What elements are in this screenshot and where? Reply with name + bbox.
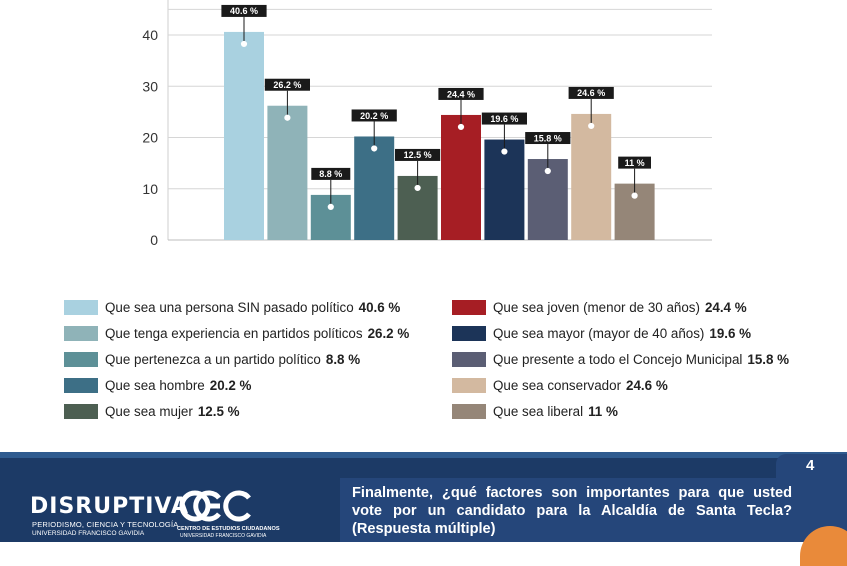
legend-swatch (64, 351, 98, 367)
data-label-box (525, 132, 571, 145)
legend-label: Que tenga experiencia en partidos políti… (105, 325, 410, 341)
data-point-marker (414, 184, 421, 192)
data-label-box (481, 112, 527, 125)
data-label-box (568, 86, 614, 99)
page-number-tab (776, 454, 847, 478)
legend-item: Que presente a todo el Concejo Municipal… (452, 346, 789, 372)
legend-item: Que pertenezca a un partido político 8.8 … (64, 346, 409, 372)
bar (354, 136, 395, 240)
legend-swatch (452, 351, 486, 367)
bar (571, 113, 612, 240)
y-tick-label: 0 (150, 232, 158, 248)
data-label: 40.6 % (230, 6, 258, 16)
data-label-box (311, 167, 351, 180)
data-point-marker (327, 203, 334, 210)
legend-item: Que sea mujer 12.5 % (64, 398, 409, 424)
question-text: Finalmente, ¿qué factores son importante… (352, 485, 792, 537)
data-point-marker (240, 40, 248, 48)
legend-item: Que sea liberal 11 % (452, 398, 789, 424)
page-number: 4 (806, 457, 815, 474)
legend-item: Que tenga experiencia en partidos políti… (64, 320, 409, 346)
legend-swatch (452, 325, 486, 341)
data-labels: 40.6 % 26.2 % 8.8 % 20.2 % 12.5 % 24.4 % 19.6 … (221, 4, 651, 210)
disruptiva-university: UNIVERSIDAD FRANCISCO GAVIDIA (32, 530, 145, 537)
legend-swatch (452, 377, 486, 393)
legend-value: 24.6 % (626, 377, 668, 393)
legend-value: 11 % (588, 403, 618, 419)
legend-value: 40.6 % (358, 299, 401, 315)
bar (484, 139, 525, 240)
legend-value: 15.8 % (747, 351, 790, 367)
y-tick-label: 10 (142, 181, 158, 197)
data-label-box (351, 109, 397, 122)
legend-swatch (64, 325, 98, 341)
legend-label: Que sea mujer 12.5 % (105, 403, 240, 419)
data-label: 26.2 % (273, 80, 301, 90)
data-label-box (395, 148, 441, 161)
legend-swatch (64, 377, 98, 393)
data-label: 15.8 % (534, 133, 562, 143)
bar (441, 114, 481, 240)
legend-value: 12.5 % (197, 403, 240, 419)
data-point-marker (631, 192, 638, 199)
y-tick-label: 30 (142, 78, 158, 94)
data-label: 20.2 % (360, 111, 388, 121)
disruptiva-logo-text: DISRUPTIVA (30, 494, 189, 519)
data-point-marker (371, 145, 378, 152)
legend-swatch (64, 403, 98, 419)
data-point-marker (284, 114, 291, 121)
legend-label: Que sea hombre 20.2 % (105, 377, 252, 393)
cec-logo-icon (179, 490, 251, 522)
legend-swatch (452, 403, 486, 419)
legend-label: Que presente a todo el Concejo Municipal… (493, 351, 790, 367)
data-point-marker (588, 122, 595, 130)
legend-swatch (452, 299, 486, 315)
disruptiva-tagline: PERIODISMO, CIENCIA Y TECNOLOGÍA (32, 520, 179, 529)
y-tick-label: 40 (142, 27, 158, 43)
data-label: 12.5 % (404, 150, 432, 160)
legend-label: Que sea liberal 11 % (493, 403, 618, 419)
legend-item: Que sea joven (menor de 30 años) 24.4 % (452, 294, 789, 320)
legend-value: 19.6 % (709, 325, 752, 341)
legend-right: Que sea joven (menor de 30 años) 24.4 % Qu… (452, 294, 789, 424)
legend-label: Que pertenezca a un partido político 8.8 … (105, 351, 361, 367)
data-point-marker (457, 123, 465, 131)
legend-label: Que sea una persona SIN pasado político 4… (105, 299, 401, 315)
legend-left: Que sea una persona SIN pasado político 4… (64, 294, 409, 424)
data-label-box (618, 156, 651, 169)
legend-value: 24.4 % (704, 299, 747, 315)
y-axis-ticks: 0 10 20 30 40 (142, 27, 158, 248)
data-point-marker (544, 167, 551, 175)
bar-chart: 0 10 20 30 40 40.6 % 26.2 % 8.8 % 20.2 % 12.5 % 2… (142, 0, 712, 248)
footer-question-panel (340, 478, 847, 542)
legend-item: Que sea una persona SIN pasado político 4… (64, 294, 409, 320)
legend-item: Que sea conservador 24.6 % (452, 372, 789, 398)
data-point-marker (501, 148, 508, 155)
data-label: 24.6 % (577, 88, 605, 98)
legend-item: Que sea mayor (mayor de 40 años) 19.6 % (452, 320, 789, 346)
bar (267, 105, 308, 240)
bar (224, 31, 264, 240)
data-label-box (221, 4, 267, 17)
legend-label: Que sea mayor (mayor de 40 años) 19.6 % (493, 325, 752, 341)
bars (224, 31, 655, 240)
y-tick-label: 20 (142, 130, 158, 146)
data-label: 11 % (625, 158, 645, 168)
legend-label: Que sea conservador 24.6 % (493, 377, 668, 393)
legend-label: Que sea joven (menor de 30 años) 24.4 % (493, 299, 747, 315)
cec-university: UNIVERSIDAD FRANCISCO GAVIDIA (180, 533, 267, 539)
footer-stripe (0, 452, 847, 458)
legend-value: 8.8 % (325, 351, 361, 367)
data-label: 8.8 % (319, 169, 342, 179)
data-label: 19.6 % (490, 114, 518, 124)
legend-swatch (64, 299, 98, 315)
legend-value: 20.2 % (209, 377, 252, 393)
legend-item: Que sea hombre 20.2 % (64, 372, 409, 398)
data-label-box (264, 78, 310, 91)
cec-name: CENTRO DE ESTUDIOS CIUDADANOS (177, 526, 280, 532)
data-label-box (438, 87, 484, 100)
data-label: 24.4 % (447, 89, 475, 99)
legend-value: 26.2 % (367, 325, 410, 341)
